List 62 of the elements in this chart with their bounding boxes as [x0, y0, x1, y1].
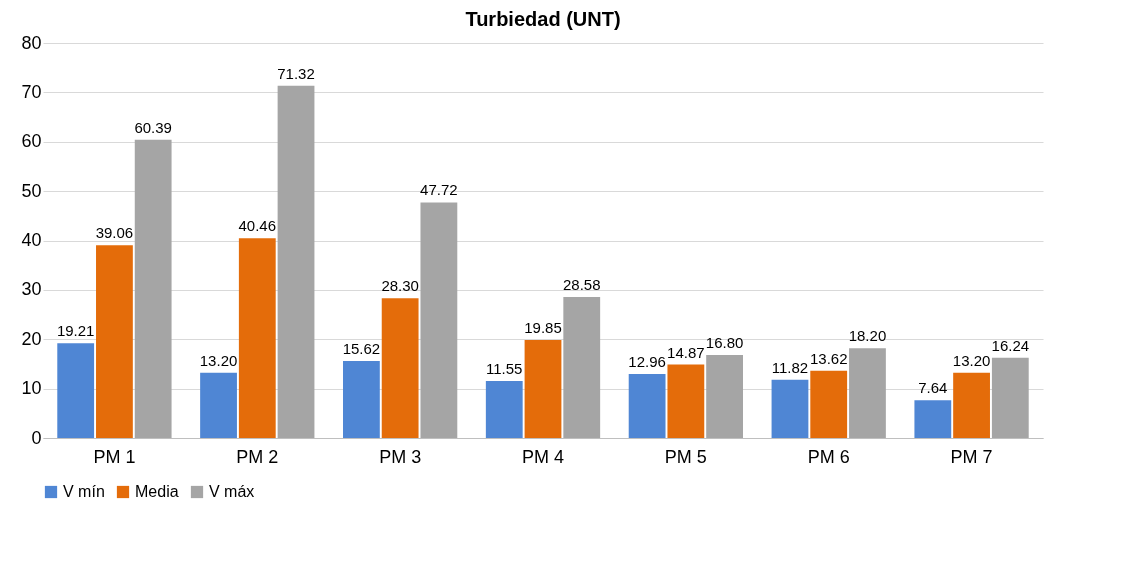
bar [771, 379, 809, 438]
y-tick-label: 60 [21, 131, 42, 152]
data-label: 19.85 [524, 318, 562, 336]
bar [914, 400, 952, 438]
x-tick-label: PM 1 [93, 446, 136, 467]
y-tick-label: 70 [21, 81, 42, 102]
x-tick-label: PM 4 [521, 446, 565, 467]
x-tick-label: PM 3 [379, 446, 422, 467]
legend-label: V mín [63, 483, 105, 500]
data-label: 16.24 [991, 336, 1030, 354]
chart-title: Turbiedad (UNT) [465, 8, 621, 30]
bar [238, 238, 276, 438]
y-tick-label: 10 [21, 378, 42, 399]
bar [343, 360, 380, 438]
bar [277, 85, 315, 438]
data-label: 15.62 [342, 339, 381, 357]
data-label: 16.80 [705, 334, 744, 352]
bar [420, 202, 458, 438]
bar [849, 348, 886, 438]
bar [706, 355, 743, 438]
y-tick-label: 0 [31, 427, 42, 448]
bar [953, 372, 990, 438]
x-tick-label: PM 6 [807, 446, 850, 467]
bar [96, 245, 133, 438]
data-label: 7.64 [918, 379, 948, 397]
x-tick-label: PM 5 [664, 446, 707, 467]
data-label: 14.87 [667, 343, 705, 361]
bar [667, 364, 705, 438]
data-label: 13.20 [199, 351, 238, 369]
bar [991, 357, 1029, 438]
bar [381, 298, 419, 438]
y-tick-label: 80 [21, 32, 42, 53]
y-tick-label: 40 [21, 230, 42, 250]
data-label: 60.39 [134, 118, 172, 136]
bar [810, 370, 848, 438]
bar [134, 139, 172, 438]
data-label: 11.82 [771, 358, 809, 376]
data-label: 19.21 [56, 322, 95, 340]
bar [563, 296, 601, 438]
data-label: 12.96 [628, 353, 666, 371]
bar [628, 374, 666, 438]
data-label: 13.20 [952, 351, 991, 369]
data-label: 39.06 [95, 224, 134, 242]
y-tick-label: 30 [21, 279, 42, 300]
bar [485, 380, 523, 438]
data-label: 47.72 [420, 181, 458, 199]
y-tick-label: 50 [21, 180, 42, 201]
data-label: 71.32 [277, 64, 315, 82]
x-tick-label: PM 7 [950, 446, 993, 467]
bar [57, 343, 95, 438]
data-label: 28.58 [562, 275, 601, 293]
bar [524, 339, 562, 438]
bar [200, 372, 237, 438]
data-label: 11.55 [486, 359, 523, 377]
y-tick-label: 20 [21, 328, 42, 349]
x-tick-label: PM 2 [236, 446, 279, 467]
data-label: 13.62 [809, 349, 848, 367]
legend-label: V máx [209, 483, 255, 500]
data-label: 40.46 [238, 217, 277, 235]
legend-label: Media [135, 483, 179, 500]
data-label: 28.30 [381, 277, 419, 295]
data-label: 18.20 [848, 327, 887, 345]
